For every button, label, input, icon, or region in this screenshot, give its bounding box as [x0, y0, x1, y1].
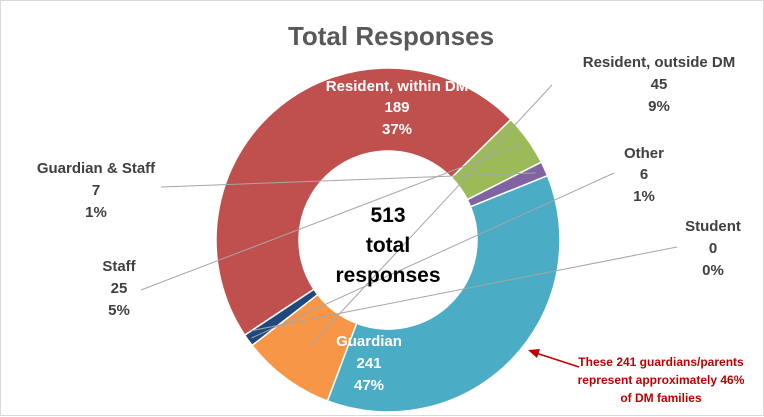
label-count: 0 [709, 240, 717, 257]
guardian-annotation: These 241 guardians/parents represent ap… [528, 349, 745, 405]
annotation-arrowhead [528, 349, 540, 358]
slice-resident-within-dm [326, 174, 561, 413]
label-percent: 37% [382, 121, 412, 138]
label-resident-outside-dm: Resident, outside DM 45 9% [583, 54, 736, 115]
center-total-label-1: total [366, 234, 410, 257]
slices [215, 67, 561, 413]
label-percent: 1% [85, 204, 107, 221]
leader-line [251, 172, 615, 339]
leader-line [160, 172, 536, 188]
label-count: 7 [92, 182, 100, 199]
label-guardian: Guardian 241 47% [336, 333, 402, 394]
label-name: Other [624, 145, 664, 162]
label-count: 45 [651, 76, 668, 93]
label-percent: 5% [108, 302, 130, 319]
label-name: Guardian & Staff [37, 160, 156, 177]
annotation-line-2: represent approximately 46% [578, 373, 745, 387]
leader-line [251, 246, 678, 332]
annotation-arrow [535, 352, 580, 368]
center-total-label-2: responses [335, 264, 440, 287]
label-other: Other 6 1% [624, 145, 664, 205]
leader-line [140, 143, 522, 291]
label-count: 25 [111, 280, 128, 297]
label-percent: 0% [702, 262, 724, 279]
leader-line [310, 84, 553, 346]
annotation-line-3: of DM families [620, 391, 702, 405]
center-total: 513 [370, 204, 405, 227]
annotation-line-1: These 241 guardians/parents [578, 355, 744, 369]
label-name: Student [685, 218, 741, 235]
label-percent: 1% [633, 188, 655, 205]
label-name: Resident, outside DM [583, 54, 736, 71]
label-name: Guardian [336, 333, 402, 350]
label-count: 189 [384, 99, 409, 116]
label-count: 6 [640, 166, 648, 183]
label-guardian-and-staff: Guardian & Staff 7 1% [37, 160, 156, 221]
label-percent: 9% [648, 98, 670, 115]
label-resident-within-dm: Resident, within DM 189 37% [326, 78, 469, 138]
leader-lines [140, 84, 678, 346]
label-staff: Staff 25 5% [102, 258, 136, 319]
chart-title: Total Responses [288, 21, 494, 51]
label-name: Resident, within DM [326, 78, 469, 95]
slice-guardian [215, 67, 512, 337]
label-name: Staff [102, 258, 136, 275]
label-student: Student 0 0% [685, 218, 741, 279]
label-count: 241 [356, 355, 381, 372]
label-percent: 47% [354, 377, 384, 394]
